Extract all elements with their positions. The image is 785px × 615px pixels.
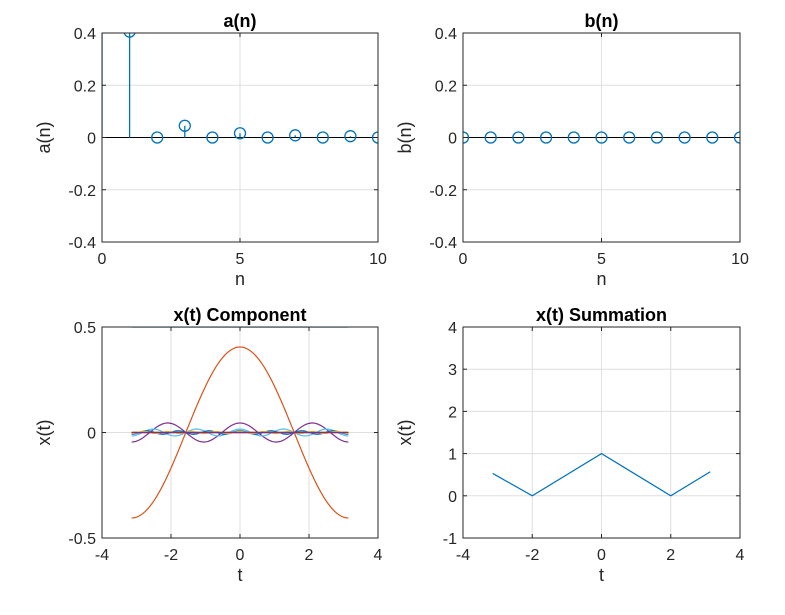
stem-marker (123, 33, 136, 38)
data-layer-xsum (492, 452, 711, 497)
x-tick-label: -4 (456, 547, 470, 564)
y-tick-label: 2 (448, 404, 457, 421)
y-tick-label: 0 (87, 426, 96, 443)
x-tick-label: 4 (736, 547, 745, 564)
data-layer-bn (463, 131, 740, 144)
stem-marker (595, 131, 608, 144)
x-tick-label: 5 (236, 251, 245, 268)
stem-marker (650, 131, 664, 144)
stem-marker (371, 131, 378, 144)
x-tick-label: -4 (95, 547, 109, 564)
stem-marker (623, 131, 636, 144)
x-tick-label: 0 (597, 547, 606, 564)
y-axis-label: b(n) (395, 121, 415, 153)
x-tick-label: -2 (525, 547, 539, 564)
data-layer-an (97, 1, 378, 144)
stem-marker (261, 131, 274, 144)
y-tick-label: 0 (87, 131, 96, 148)
chart-bn: 0 5 10 -0.4 -0.2 0 0.2 0.4 b(n) n b(n) (395, 11, 749, 289)
x-axis-label: n (235, 269, 245, 289)
x-tick-label: 2 (305, 547, 314, 564)
stem-marker (706, 131, 719, 144)
x-tick-label: 0 (236, 547, 245, 564)
series-line-5 (131, 428, 349, 437)
stem-marker (484, 131, 497, 144)
chart-title: x(t) Summation (536, 305, 667, 325)
stem-marker (206, 131, 219, 144)
y-tick-label: -0.4 (429, 235, 457, 252)
x-tick-label: 10 (731, 251, 749, 268)
chart-title: x(t) Component (174, 305, 307, 325)
chart-xcomp: -4 -2 0 2 4 -0.5 0 0.5 x(t) Component t x(t) (34, 305, 383, 585)
y-tick-label: 1 (448, 447, 457, 464)
y-tick-label: 0.5 (74, 320, 96, 337)
series-line-3 (131, 422, 349, 443)
y-axis-label: a(n) (34, 121, 54, 153)
stem-marker (151, 131, 164, 144)
y-tick-label: 0 (448, 131, 457, 148)
stem-marker (97, 1, 108, 12)
stem-marker (289, 129, 302, 142)
y-tick-label: -0.2 (68, 183, 96, 200)
x-tick-label: 10 (369, 251, 387, 268)
x-axis-label: n (596, 269, 606, 289)
y-tick-label: 0.4 (435, 26, 457, 43)
y-tick-label: -0.5 (68, 531, 96, 548)
series-line-7 (131, 430, 349, 435)
stem-marker (512, 131, 525, 144)
y-axis-label: x(t) (34, 420, 54, 446)
y-tick-label: 4 (448, 320, 457, 337)
x-tick-label: 4 (374, 547, 383, 564)
y-tick-label: 0.2 (435, 78, 457, 95)
x-axis-label: t (237, 565, 242, 585)
chart-an: 0 5 10 -0.4 -0.2 0 0.2 0.4 a(n) n a(n) (34, 1, 387, 289)
stem-marker (316, 131, 329, 144)
stem-marker (733, 131, 740, 144)
stem-marker (678, 131, 691, 144)
chart-title: a(n) (224, 11, 257, 31)
chart-xsum: -4 -2 0 2 4 -1 0 1 2 3 4 x(t) Summation t x(t) (395, 305, 745, 585)
x-tick-label: 2 (666, 547, 675, 564)
stem-marker (178, 119, 191, 132)
series-line-9 (131, 430, 349, 435)
stem-marker (539, 131, 553, 144)
y-tick-label: -1 (443, 531, 457, 548)
y-tick-label: 3 (448, 362, 457, 379)
x-tick-label: 0 (459, 251, 468, 268)
x-tick-label: 0 (98, 251, 107, 268)
stem-marker (344, 130, 357, 143)
y-tick-label: -0.2 (429, 183, 457, 200)
chart-title: b(n) (585, 11, 619, 31)
x-tick-label: 5 (597, 251, 606, 268)
y-tick-label: 0 (448, 489, 457, 506)
stem-marker (567, 131, 580, 144)
stem-marker (463, 131, 470, 144)
y-axis-label: x(t) (395, 420, 415, 446)
y-tick-label: 0.2 (74, 78, 96, 95)
stem-marker (233, 127, 247, 140)
y-tick-label: -0.4 (68, 235, 96, 252)
y-tick-label: 0.4 (74, 26, 96, 43)
series-line-1 (131, 346, 349, 519)
x-tick-label: -2 (164, 547, 178, 564)
data-layer-xcomp (131, 327, 349, 519)
x-axis-label: t (599, 565, 604, 585)
series-line (492, 452, 711, 497)
